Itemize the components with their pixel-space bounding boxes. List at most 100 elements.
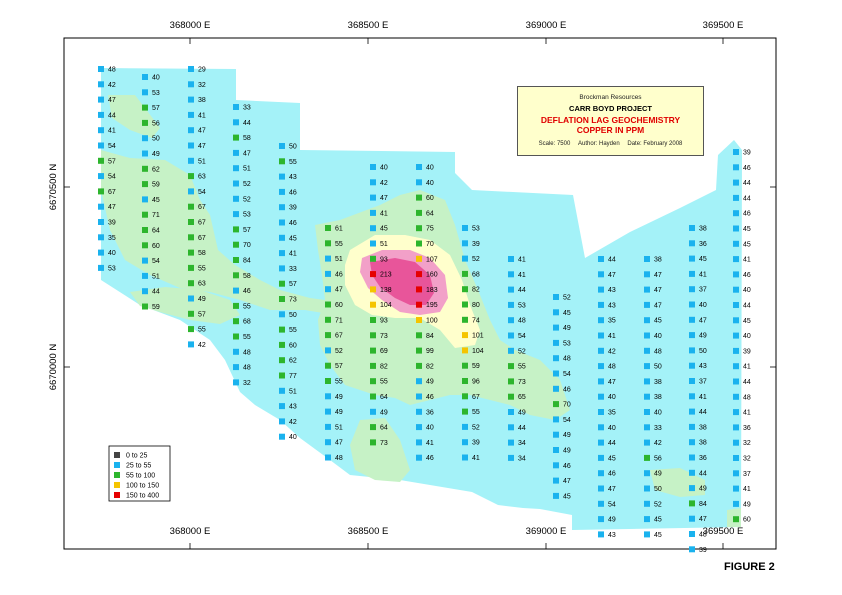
sample-point: 71 — [142, 211, 160, 219]
sample-value: 60 — [289, 342, 297, 349]
sample-marker — [644, 347, 650, 354]
sample-value: 47 — [563, 478, 571, 485]
sample-marker — [416, 209, 422, 216]
sample-point: 49 — [598, 516, 616, 524]
sample-value: 60 — [335, 302, 343, 309]
sample-point: 41 — [508, 271, 526, 279]
sample-marker — [508, 439, 514, 446]
sample-marker — [279, 204, 285, 211]
sample-value: 41 — [743, 364, 751, 371]
sample-point: 57 — [279, 280, 297, 288]
sample-marker — [142, 227, 148, 233]
sample-value: 40 — [654, 333, 662, 340]
figure-label: FIGURE 2 — [724, 561, 775, 573]
sample-value: 29 — [198, 67, 206, 74]
sample-point: 57 — [325, 362, 343, 370]
map-subtitle: DEFLATION LAG GEOCHEMISTRY COPPER IN PPM — [518, 115, 703, 135]
sample-value: 53 — [108, 265, 116, 272]
sample-marker — [462, 286, 468, 293]
sample-value: 52 — [654, 501, 662, 508]
sample-value: 75 — [426, 226, 434, 233]
sample-point: 39 — [98, 219, 116, 227]
sample-marker — [325, 423, 331, 430]
sample-point: 60 — [279, 341, 297, 349]
sample-marker — [644, 409, 650, 415]
sample-value: 42 — [608, 348, 616, 355]
sample-point: 40 — [98, 249, 116, 257]
sample-point: 68 — [233, 318, 251, 326]
sample-value: 53 — [472, 226, 480, 233]
sample-point: 54 — [98, 142, 116, 150]
sample-marker — [644, 454, 650, 461]
sample-value: 55 — [289, 159, 297, 166]
y-tick-label: 6670000 N — [48, 344, 59, 391]
sample-marker — [598, 301, 604, 308]
sample-value: 48 — [563, 356, 571, 363]
sample-marker — [98, 96, 104, 103]
sample-point: 49 — [689, 485, 707, 493]
sample-value: 36 — [699, 241, 707, 248]
sample-point: 60 — [416, 194, 434, 202]
sample-value: 44 — [608, 440, 616, 447]
sample-value: 49 — [563, 432, 571, 439]
sample-point: 54 — [188, 188, 206, 196]
sample-value: 64 — [380, 394, 388, 401]
sample-marker — [462, 347, 468, 354]
sample-marker — [462, 225, 468, 231]
sample-marker — [142, 135, 148, 142]
sample-point: 45 — [142, 196, 160, 204]
sample-marker — [370, 439, 376, 446]
sample-marker — [279, 403, 285, 410]
sample-value: 55 — [243, 334, 251, 341]
sample-point: 43 — [598, 286, 616, 294]
sample-marker — [644, 439, 650, 446]
sample-point: 45 — [279, 234, 297, 242]
sample-point: 36 — [416, 408, 434, 416]
sample-marker — [508, 378, 514, 385]
sample-point: 54 — [98, 173, 116, 181]
sample-marker — [416, 332, 422, 339]
sample-point: 52 — [233, 180, 251, 188]
sample-value: 56 — [152, 120, 160, 127]
sample-point: 36 — [733, 424, 751, 432]
sample-value: 50 — [699, 348, 707, 355]
sample-point: 41 — [188, 111, 206, 119]
sample-marker — [733, 363, 739, 370]
sample-value: 49 — [654, 471, 662, 478]
sample-point: 43 — [279, 173, 297, 181]
sample-point: 41 — [370, 209, 388, 217]
sample-marker — [142, 150, 148, 157]
author-text: Author: Hayden — [577, 141, 620, 147]
sample-value: 71 — [152, 212, 160, 219]
sample-point: 42 — [370, 179, 388, 187]
sample-value: 46 — [335, 271, 343, 278]
sample-marker — [279, 188, 285, 195]
samples-layer: 48 42 47 44 41 54 57 54 67 47 39 35 40 53 40 53 57 56 50 49… — [98, 66, 751, 554]
sample-point: 48 — [233, 364, 251, 372]
sample-marker — [233, 302, 239, 309]
sample-value: 41 — [699, 394, 707, 401]
sample-point: 44 — [508, 286, 526, 294]
sample-marker — [416, 225, 422, 232]
sample-marker — [188, 280, 194, 287]
sample-marker — [508, 347, 514, 354]
sample-point: 38 — [644, 393, 662, 401]
sample-marker — [598, 470, 604, 477]
sample-value: 67 — [198, 204, 206, 211]
sample-marker — [325, 316, 331, 323]
sample-value: 58 — [243, 273, 251, 280]
sample-value: 32 — [743, 440, 751, 447]
sample-marker — [553, 324, 559, 331]
sample-marker — [142, 242, 148, 249]
sample-value: 60 — [152, 243, 160, 250]
sample-point: 47 — [644, 286, 662, 294]
sample-value: 40 — [152, 75, 160, 82]
sample-point: 47 — [98, 203, 116, 211]
sample-value: 47 — [654, 302, 662, 309]
sample-marker — [689, 531, 695, 537]
sample-marker — [553, 492, 559, 499]
legend-swatch — [114, 492, 120, 498]
sample-point: 47 — [325, 439, 343, 447]
sample-marker — [325, 362, 331, 369]
sample-marker — [462, 378, 468, 384]
